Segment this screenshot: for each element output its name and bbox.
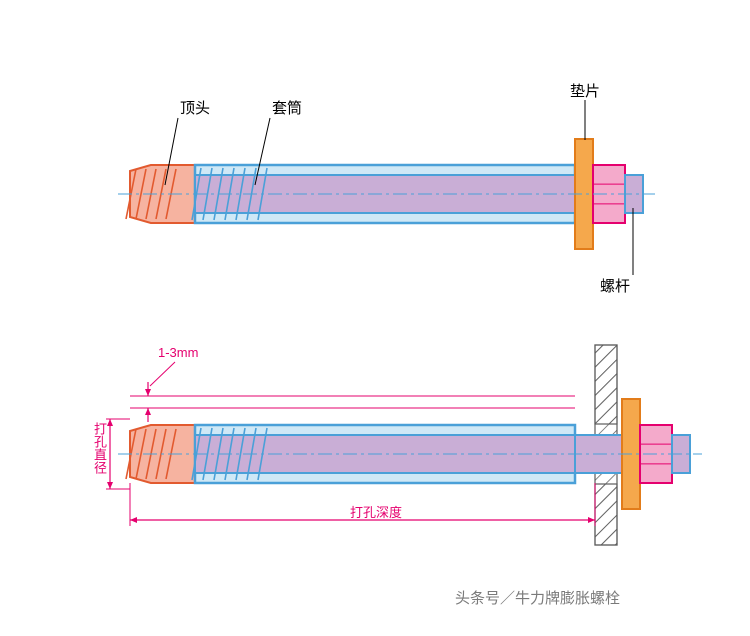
label-hole-depth: 打孔深度 [350, 502, 402, 521]
label-washer: 垫片 [570, 80, 600, 101]
label-rod: 螺杆 [600, 275, 630, 296]
label-sleeve: 套筒 [272, 97, 302, 118]
expansion-bolt-diagram: 顶头 套筒 垫片 螺杆 1-3mm 打孔直径 打孔深度 头条号／牛力牌膨胀螺栓 [0, 0, 750, 631]
watermark: 头条号／牛力牌膨胀螺栓 [455, 587, 620, 608]
label-cone: 顶头 [180, 97, 210, 118]
label-gap: 1-3mm [158, 345, 198, 360]
diagram-svg [0, 0, 750, 631]
label-hole-diameter: 打孔直径 [90, 422, 109, 474]
